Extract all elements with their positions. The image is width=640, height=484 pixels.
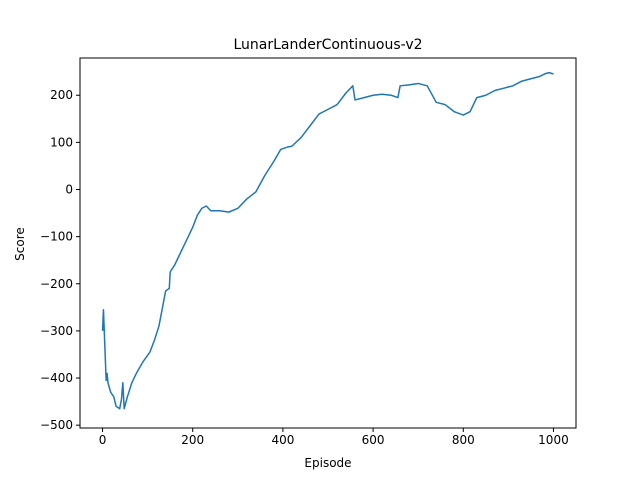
y-tick-label: −400 (40, 371, 73, 385)
y-tick-label: −500 (40, 418, 73, 432)
x-tick-label: 600 (362, 433, 385, 447)
x-axis-label: Episode (304, 456, 351, 470)
x-tick-label: 200 (181, 433, 204, 447)
y-tick-label: −300 (40, 324, 73, 338)
y-tick-label: −200 (40, 277, 73, 291)
y-axis-label: Score (13, 227, 27, 261)
y-tick-label: 200 (50, 88, 73, 102)
y-tick-label: −100 (40, 230, 73, 244)
data-line (101, 71, 554, 410)
x-tick-label: 1000 (538, 433, 569, 447)
x-tick-label: 0 (99, 433, 107, 447)
x-tick-label: 800 (452, 433, 475, 447)
x-tick-label: 400 (271, 433, 294, 447)
axes-frame (79, 57, 577, 429)
y-tick-label: 100 (50, 135, 73, 149)
y-tick-label: 0 (65, 183, 73, 197)
chart-title: LunarLanderContinuous-v2 (233, 37, 422, 53)
